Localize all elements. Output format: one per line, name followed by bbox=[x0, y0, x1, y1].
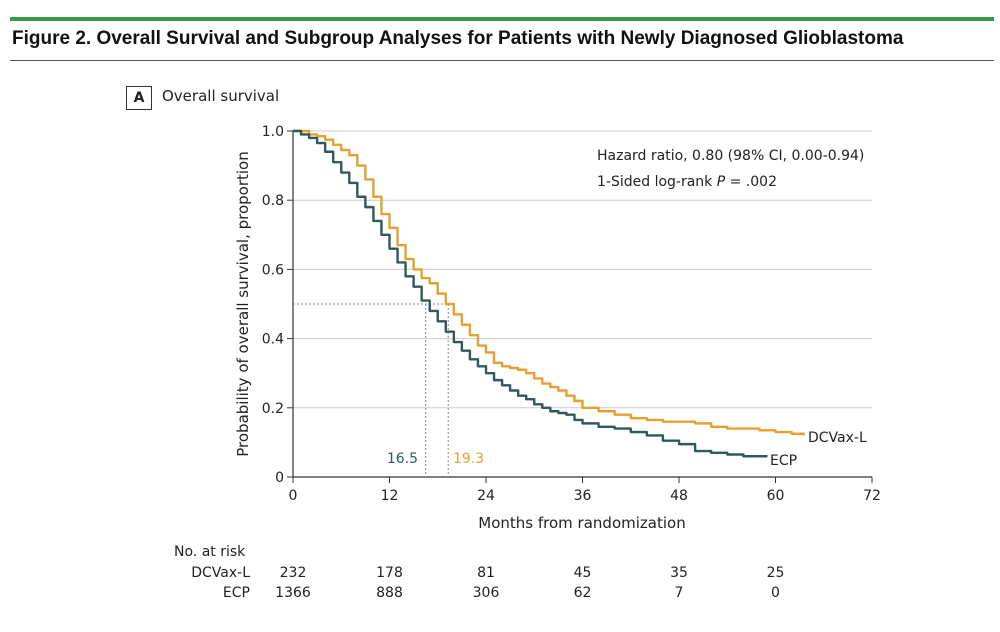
title-divider bbox=[10, 60, 994, 61]
figure-title: Figure 2. Overall Survival and Subgroup … bbox=[12, 28, 904, 49]
x-tick-label: 48 bbox=[670, 488, 688, 504]
x-tick-label: 36 bbox=[574, 488, 592, 504]
y-tick-label: 0.2 bbox=[262, 401, 284, 417]
risk-value: 306 bbox=[472, 585, 500, 601]
risk-value: 25 bbox=[766, 565, 785, 581]
risk-table-title: No. at risk bbox=[174, 544, 246, 560]
survival-curves bbox=[293, 129, 805, 458]
median-lines bbox=[293, 303, 449, 477]
x-tick-label: 60 bbox=[767, 488, 785, 504]
x-tick-label: 12 bbox=[381, 488, 399, 504]
risk-value: 81 bbox=[477, 565, 495, 581]
tick-labels: 0 0.2 0.4 0.6 0.8 1.0 0 12 24 36 48 60 72 bbox=[262, 124, 881, 504]
risk-value: 45 bbox=[573, 565, 592, 581]
logrank-annotation: 1-Sided log-rank P = .002 bbox=[597, 174, 777, 190]
y-axis-label: Probability of overall survival, proport… bbox=[234, 151, 252, 456]
legend-dcvax-label: DCVax-L bbox=[808, 430, 867, 446]
x-tick-label: 0 bbox=[289, 488, 298, 504]
risk-value: 888 bbox=[376, 585, 403, 601]
risk-value: 0 bbox=[771, 585, 780, 601]
series-line-ecp bbox=[293, 129, 768, 458]
dcvax-median-label: 19.3 bbox=[453, 451, 484, 467]
legend-ecp-label: ECP bbox=[770, 453, 797, 469]
risk-value: 232 bbox=[279, 565, 307, 581]
risk-row-label: ECP bbox=[222, 585, 250, 601]
y-tick-label: 0.8 bbox=[262, 193, 284, 209]
panel-label: A bbox=[126, 86, 152, 110]
grid-lines bbox=[293, 130, 872, 409]
y-tick-label: 0 bbox=[275, 470, 284, 486]
y-tick-label: 1.0 bbox=[262, 124, 284, 140]
risk-value: 1366 bbox=[275, 585, 311, 601]
y-tick-label: 0.4 bbox=[262, 332, 284, 348]
risk-value: 7 bbox=[674, 585, 684, 601]
x-tick-label: 24 bbox=[477, 488, 495, 504]
x-axis-label: Months from randomization bbox=[478, 514, 685, 532]
logrank-prefix: 1-Sided log-rank bbox=[597, 174, 717, 190]
risk-row-label: DCVax-L bbox=[191, 565, 250, 581]
risk-value: 62 bbox=[573, 585, 592, 601]
axes bbox=[287, 130, 873, 483]
y-tick-label: 0.6 bbox=[262, 262, 284, 278]
risk-value: 35 bbox=[670, 565, 688, 581]
panel-title: Overall survival bbox=[162, 87, 280, 105]
ecp-median-label: 16.5 bbox=[387, 451, 418, 467]
series-line-dcvax-l bbox=[293, 129, 805, 436]
risk-value: 178 bbox=[376, 565, 403, 581]
figure-accent-bar bbox=[10, 17, 994, 21]
logrank-suffix: = .002 bbox=[725, 174, 777, 190]
chart-labels: Probability of overall survival, proport… bbox=[234, 148, 867, 532]
hazard-ratio-annotation: Hazard ratio, 0.80 (98% CI, 0.00-0.94) bbox=[597, 148, 864, 164]
x-tick-label: 72 bbox=[863, 488, 881, 504]
logrank-p: P bbox=[717, 174, 726, 190]
